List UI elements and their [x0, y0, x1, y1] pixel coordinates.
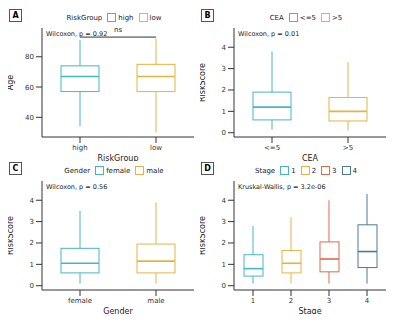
html-text:4: 4 — [352, 166, 357, 175]
html-text:D: D — [204, 164, 211, 173]
svg-text:40: 40 — [25, 114, 34, 122]
html-text:B: B — [204, 11, 211, 20]
svg-text:CEA: CEA — [302, 154, 319, 161]
html-text:<=5: <=5 — [299, 13, 316, 22]
html-text:low: low — [149, 13, 162, 22]
svg-text:80: 80 — [25, 53, 34, 61]
html-text:1: 1 — [291, 166, 296, 175]
html-text:2: 2 — [311, 166, 317, 175]
svg-text:0: 0 — [222, 282, 226, 290]
svg-text:Gender: Gender — [103, 307, 133, 314]
svg-text:RiskGroup: RiskGroup — [98, 154, 139, 161]
html-text:Kruskal-Wallis, p = 3.2e-06: Kruskal-Wallis, p = 3.2e-06 — [238, 183, 326, 191]
html-text:Gender: Gender — [64, 166, 91, 175]
svg-text:3: 3 — [327, 297, 331, 305]
svg-text:RiskScore: RiskScore — [8, 216, 15, 255]
svg-text:low: low — [150, 144, 162, 152]
svg-text:RiskScore: RiskScore — [200, 216, 207, 255]
html-text:RiskGroup: RiskGroup — [66, 13, 103, 22]
svg-text:>5: >5 — [343, 144, 353, 152]
svg-text:ns: ns — [114, 26, 122, 34]
svg-text:<=5: <=5 — [264, 144, 280, 152]
svg-text:3: 3 — [222, 218, 226, 226]
html-text:Wilcoxon, p = 0.92: Wilcoxon, p = 0.92 — [46, 30, 108, 38]
svg-text:2: 2 — [222, 86, 226, 94]
html-text:high: high — [118, 13, 134, 22]
svg-text:4: 4 — [30, 197, 35, 205]
svg-text:0: 0 — [222, 129, 226, 137]
html-text:CEA: CEA — [269, 13, 284, 22]
svg-text:4: 4 — [222, 197, 227, 205]
html-text:male: male — [146, 166, 164, 175]
svg-text:3: 3 — [30, 218, 34, 226]
html-text:Wilcoxon, p = 0.56: Wilcoxon, p = 0.56 — [46, 183, 108, 191]
svg-text:Stage: Stage — [298, 307, 321, 314]
svg-text:3: 3 — [222, 65, 226, 73]
svg-text:2: 2 — [222, 239, 226, 247]
html-text:C: C — [12, 164, 19, 173]
html-text:Wilcoxon, p = 0.01: Wilcoxon, p = 0.01 — [238, 30, 300, 38]
html-text:A: A — [12, 11, 19, 20]
svg-text:Age: Age — [8, 75, 15, 91]
svg-text:0: 0 — [30, 282, 34, 290]
svg-text:4: 4 — [365, 297, 370, 305]
html-text:female: female — [106, 166, 131, 175]
svg-text:female: female — [68, 297, 92, 305]
html-text:3: 3 — [332, 166, 337, 175]
svg-text:4: 4 — [222, 44, 227, 52]
svg-text:2: 2 — [30, 239, 34, 247]
svg-text:60: 60 — [25, 84, 34, 92]
svg-text:RiskScore: RiskScore — [200, 63, 207, 102]
html-text:Stage: Stage — [254, 166, 276, 175]
svg-text:high: high — [72, 144, 87, 152]
svg-text:1: 1 — [222, 261, 226, 269]
svg-text:1: 1 — [30, 261, 34, 269]
svg-text:2: 2 — [289, 297, 293, 305]
html-text:>5: >5 — [332, 13, 343, 22]
svg-text:1: 1 — [251, 297, 255, 305]
svg-text:1: 1 — [222, 108, 226, 116]
svg-text:male: male — [147, 297, 164, 305]
